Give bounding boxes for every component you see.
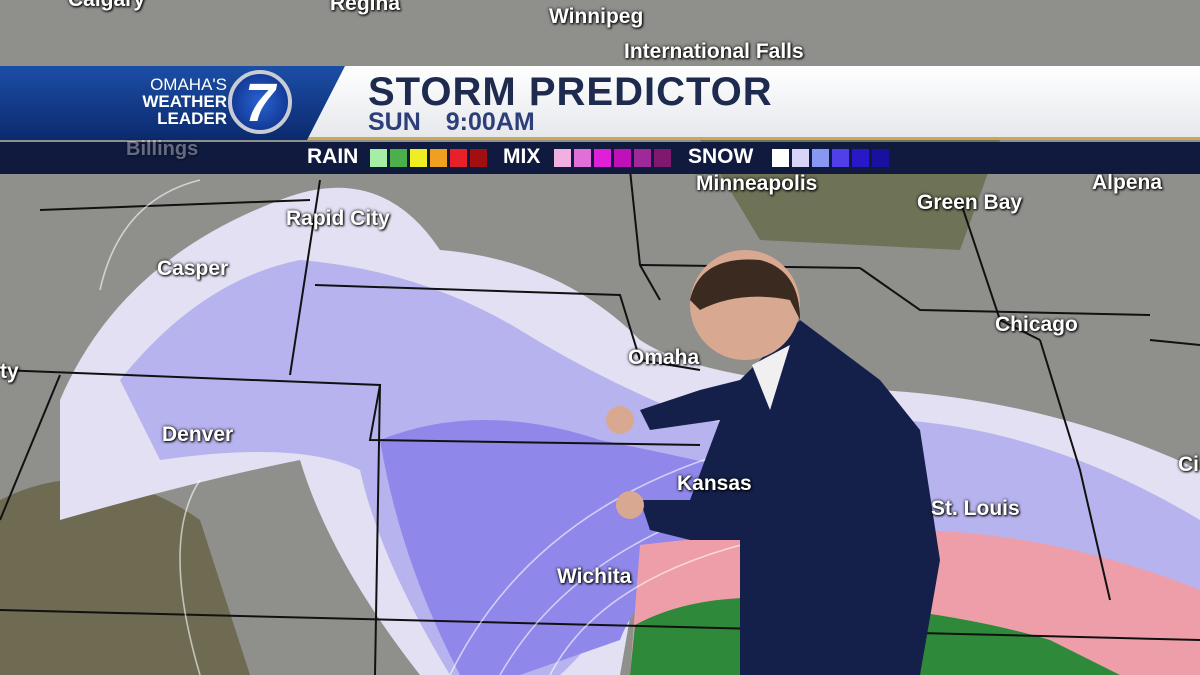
city-label: Omaha [628, 346, 700, 369]
logo-text: LEADER [157, 109, 227, 128]
city-label: Denver [162, 423, 234, 446]
city-label: Minneapolis [696, 172, 818, 195]
channel-7-logo: 7 [228, 70, 292, 134]
legend-swatch-snow [772, 149, 789, 167]
legend-swatch-snow [812, 149, 829, 167]
legend-swatch-mix [614, 149, 631, 167]
page-title: STORM PREDICTOR [368, 70, 773, 114]
legend-swatch-rain [410, 149, 427, 167]
forecast-time: SUN 9:00AM [368, 108, 535, 136]
legend-swatch-mix [594, 149, 611, 167]
legend-swatch-mix [654, 149, 671, 167]
city-label: Winnipeg [549, 5, 644, 28]
legend-swatch-rain [470, 149, 487, 167]
legend-swatch-rain [450, 149, 467, 167]
presenter [606, 250, 940, 675]
legend-snow-label: SNOW [688, 145, 754, 168]
legend-swatch-snow [872, 149, 889, 167]
city-label: Calgary [68, 0, 145, 12]
legend-rain-label: RAIN [307, 145, 359, 168]
city-label: Alpena [1092, 171, 1163, 194]
city-label: Casper [157, 257, 229, 280]
city-label: Wichita [557, 565, 632, 588]
legend-swatch-mix [574, 149, 591, 167]
legend-swatch-snow [832, 149, 849, 167]
city-label: International Falls [624, 40, 804, 63]
legend-swatch-mix [634, 149, 651, 167]
logo-text: WEATHER [142, 92, 227, 111]
legend-swatch-rain [430, 149, 447, 167]
city-label: Green Bay [917, 191, 1023, 214]
city-label: Kansas [677, 472, 752, 495]
city-label: Regina [330, 0, 401, 15]
legend-mix-label: MIX [503, 145, 541, 168]
city-label: St. Louis [931, 497, 1020, 520]
city-label: ty [0, 360, 19, 383]
legend-swatch-mix [554, 149, 571, 167]
city-label: Rapid City [286, 207, 390, 230]
city-label: Ci [1178, 453, 1199, 476]
precip-legend: Billings RAIN MIX SNOW [0, 138, 1200, 174]
legend-swatch-snow [852, 149, 869, 167]
city-label: Chicago [995, 313, 1078, 336]
legend-swatch-rain [390, 149, 407, 167]
state-borders [0, 169, 1200, 675]
logo-text: OMAHA'S [150, 75, 227, 94]
legend-swatch-snow [792, 149, 809, 167]
station-logo: OMAHA'S WEATHER LEADER 7 [0, 66, 345, 140]
legend-swatch-rain [370, 149, 387, 167]
city-label: Billings [126, 138, 199, 160]
